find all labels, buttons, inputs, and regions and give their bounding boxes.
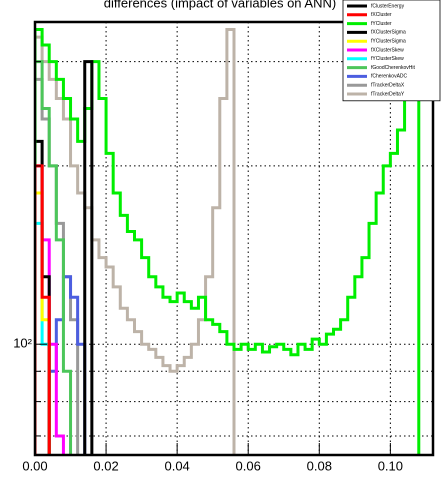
- axes: 0.00 0.02 0.04 0.06 0.08 0.10 10²: [13, 61, 403, 473]
- x-tick-label: 0.00: [22, 458, 47, 473]
- y-tick-label: 10²: [13, 336, 32, 351]
- legend-label: fYClusterSigma: [371, 39, 406, 45]
- legend-label: fTrackerDeltaX: [371, 83, 405, 89]
- frame: [33, 20, 435, 457]
- legend-label: fYCluster: [371, 21, 392, 27]
- legend: fClusterEnergy fXCluster fYCluster fXCluste…: [342, 0, 441, 102]
- histogram-line: [35, 27, 236, 455]
- histogram-line: [35, 27, 421, 455]
- histogram-line: [35, 60, 73, 455]
- x-tick-label: 0.08: [307, 458, 332, 473]
- chart-title: differences (impact of variables on ANN): [104, 0, 336, 10]
- legend-label: fXClusterSigma: [371, 30, 406, 36]
- legend-label: fXCluster: [371, 12, 392, 18]
- legend-label: fXClusterSkew: [371, 47, 404, 53]
- legend-label: fTrackerDeltaY: [371, 91, 405, 97]
- legend-label: fGoodCherenkovHit: [371, 65, 416, 71]
- legend-label: fCherenkovADC: [371, 74, 408, 80]
- histogram-line: [47, 275, 87, 455]
- legend-label: fClusterEnergy: [371, 3, 405, 9]
- x-tick-label: 0.02: [93, 458, 118, 473]
- x-tick-label: 0.06: [236, 458, 261, 473]
- histogram-line: [35, 164, 51, 455]
- x-tick-label: 0.04: [164, 458, 189, 473]
- histogram-line: [83, 60, 94, 455]
- x-tick-label: 0.10: [378, 458, 403, 473]
- legend-label: fYClusterSkew: [371, 56, 404, 62]
